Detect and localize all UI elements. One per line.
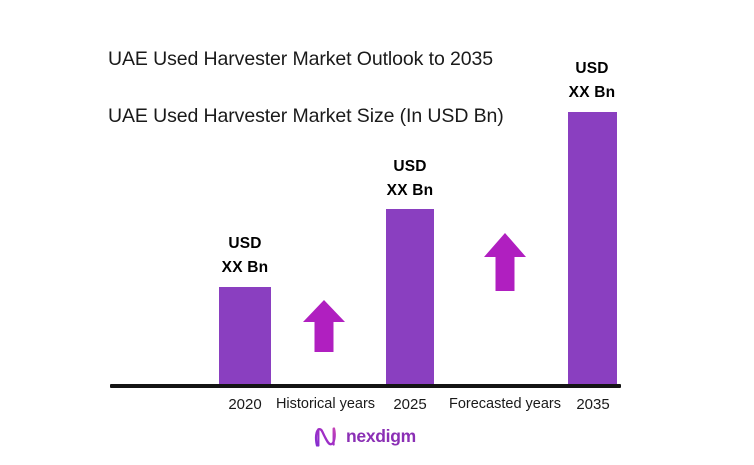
axis-label-2025: 2025 xyxy=(393,396,427,413)
chart-subheading: UAE Used Harvester Market Size (In USD B… xyxy=(108,105,504,127)
bar-2020[interactable] xyxy=(219,287,271,385)
bar-value-label-2020: USD XX Bn xyxy=(190,232,300,279)
bar-value-label-2035-line1: USD xyxy=(575,60,609,77)
bar-value-label-2035-line2: XX Bn xyxy=(568,83,616,101)
axis-label-2035: 2035 xyxy=(576,396,610,413)
bar-value-label-2025-line2: XX Bn xyxy=(386,181,434,199)
bar-2035[interactable] xyxy=(568,112,617,385)
bar-value-label-2025: USD XX Bn xyxy=(355,155,465,202)
chart-heading: UAE Used Harvester Market Outlook to 203… xyxy=(108,48,493,70)
growth-arrow-historical xyxy=(303,300,345,352)
x-axis-line xyxy=(110,384,621,388)
bar-value-label-2035: USD XX Bn xyxy=(537,57,647,104)
growth-arrow-forecast xyxy=(484,233,526,291)
bar-value-label-2020-line1: USD xyxy=(228,235,262,252)
wave-n-icon xyxy=(314,427,336,447)
bar-2025[interactable] xyxy=(386,209,434,385)
nexdigm-logo: nexdigm xyxy=(313,424,416,450)
axis-label-forecasted-years: Forecasted years xyxy=(448,396,562,412)
axis-label-historical-years: Historical years xyxy=(275,396,376,412)
logo-text: nexdigm xyxy=(346,426,416,447)
bar-value-label-2025-line1: USD xyxy=(393,158,427,175)
axis-label-2020: 2020 xyxy=(228,396,262,413)
bar-value-label-2020-line2: XX Bn xyxy=(221,258,269,276)
